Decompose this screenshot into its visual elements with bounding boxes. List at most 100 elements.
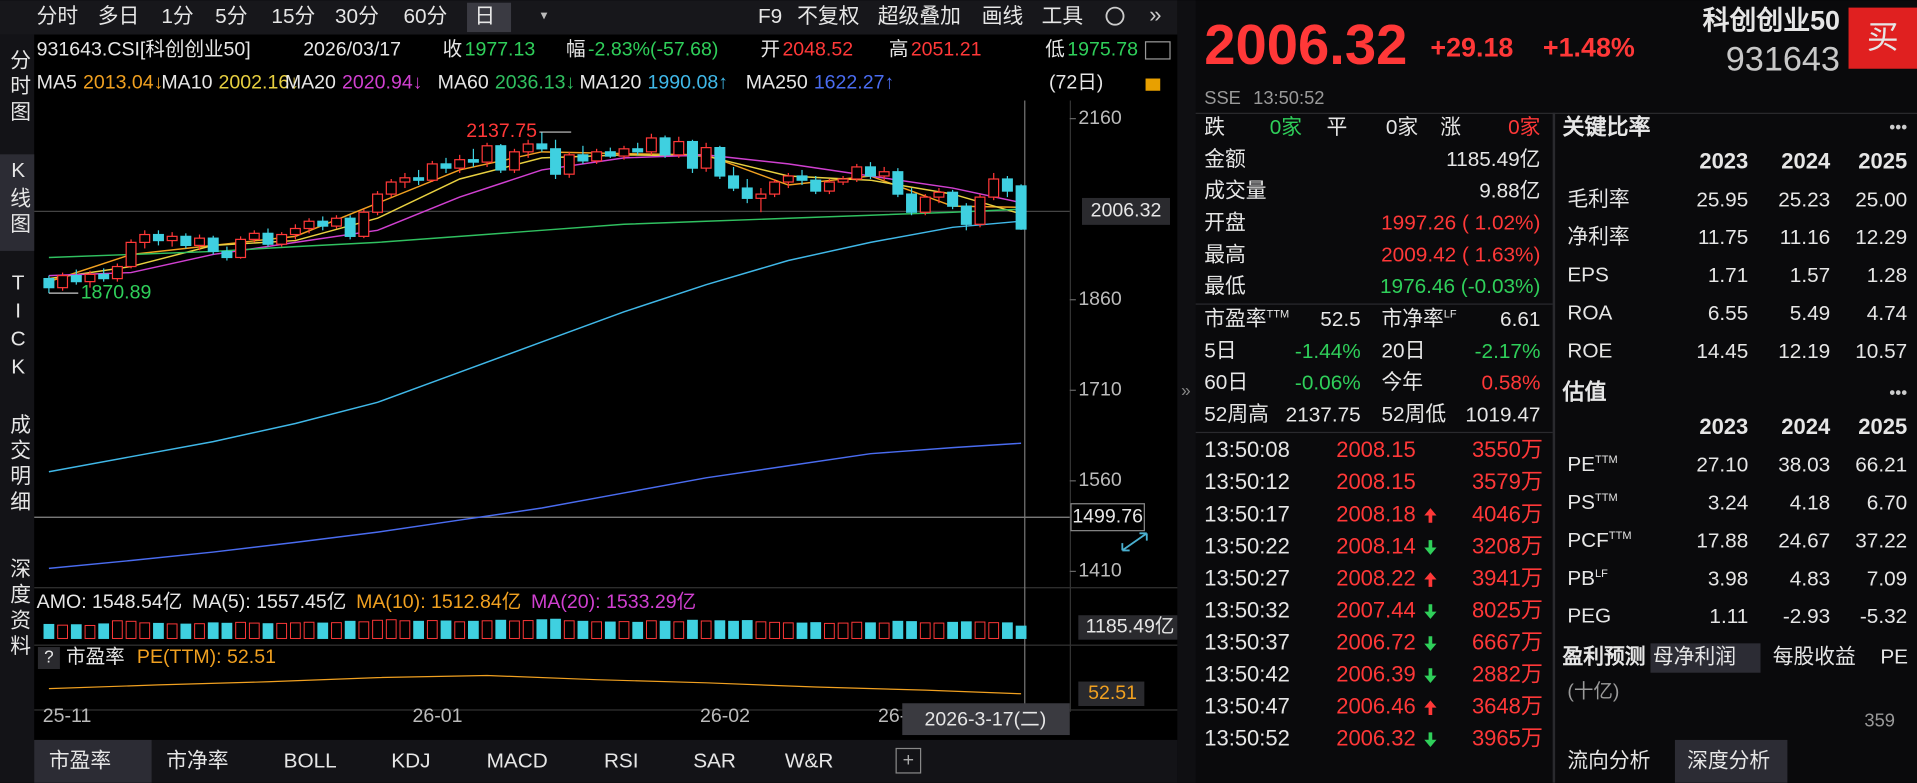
candle-body <box>1015 185 1027 230</box>
candle-body <box>413 177 425 181</box>
section-title: 关键比率 <box>1562 114 1650 139</box>
analysis-tab[interactable]: 流向分析 <box>1567 749 1650 772</box>
label: -2.93 <box>1783 605 1830 628</box>
volume-bar <box>468 620 479 639</box>
tool-button[interactable]: 超级叠加 <box>878 5 961 28</box>
selected-tab <box>34 739 152 783</box>
indicator-tab[interactable]: KDJ <box>391 749 430 772</box>
panel-divider <box>34 709 1178 711</box>
forecast-tab[interactable]: 盈利预测 <box>1561 645 1645 669</box>
x-tick-label: 26-02 <box>700 705 750 727</box>
settings-icon[interactable] <box>1105 6 1125 26</box>
label: 市盈率 <box>1204 308 1266 331</box>
pe-legend: PE(TTM): 52.51 <box>137 646 276 668</box>
label: PE <box>1567 454 1595 477</box>
trade-price: 2006.46 <box>1336 693 1416 718</box>
indicator-tab[interactable]: 市盈率 <box>49 749 111 772</box>
buy-button[interactable] <box>1848 7 1917 69</box>
label: 2048.52 <box>782 39 853 61</box>
tool-button[interactable]: 工具 <box>1042 5 1084 28</box>
candle-body <box>152 233 164 242</box>
label: 66.21 <box>1855 454 1907 477</box>
label: MA5 <box>37 72 77 94</box>
trade-price: 2008.15 <box>1336 437 1416 462</box>
forecast-tab[interactable]: 母净利润 <box>1653 646 1736 669</box>
pe-last-label: 52.51 <box>1088 682 1137 704</box>
indicator-tab[interactable]: SAR <box>693 749 736 772</box>
more-icon[interactable]: ••• <box>1889 118 1907 137</box>
tool-button[interactable]: 不复权 <box>797 5 860 28</box>
add-tab-icon[interactable] <box>895 747 922 774</box>
label: PS <box>1567 491 1595 514</box>
wp-icon[interactable] <box>1144 41 1171 60</box>
label: 1.11 <box>1709 605 1748 628</box>
volume-bar <box>906 621 917 639</box>
lock-icon[interactable] <box>1145 78 1161 91</box>
buy-label[interactable]: 买 <box>1867 19 1899 55</box>
side-strip <box>0 34 35 783</box>
label: -2.83%(-57.68) <box>588 39 718 61</box>
volume-bar <box>563 620 575 639</box>
label-group: 市盈率TTM <box>1204 308 1289 331</box>
period-tab[interactable]: 1分 <box>161 5 193 28</box>
label: 1975.78 <box>1067 39 1138 61</box>
more-icon[interactable]: » <box>1149 2 1161 27</box>
volume-bar <box>43 623 55 639</box>
period-tab[interactable]: 日 <box>474 5 495 28</box>
volume-bar <box>550 618 561 639</box>
side-tab[interactable]: K线图 <box>7 159 31 238</box>
volume-bar <box>125 620 137 639</box>
volume-bar <box>372 619 383 639</box>
help-icon[interactable]: ? <box>44 648 54 667</box>
label: 开 <box>760 39 780 61</box>
side-tab[interactable]: 分时图 <box>7 49 31 126</box>
side-tab[interactable]: 成交明细 <box>7 414 31 517</box>
side-tab[interactable]: 深度资料 <box>7 558 31 661</box>
period-tab[interactable]: 5分 <box>215 5 247 28</box>
more-icon[interactable]: ••• <box>1889 383 1907 402</box>
trade-arrow <box>1424 540 1437 555</box>
indicator-tab[interactable]: 市净率 <box>166 749 228 772</box>
period-tab[interactable]: 分时 <box>37 5 79 28</box>
candle-body <box>467 159 479 163</box>
volume-bar <box>728 620 739 639</box>
volume-bar <box>837 622 849 639</box>
indicator-tab[interactable]: MACD <box>487 749 548 772</box>
selected-tab <box>467 2 512 33</box>
trade-time: 13:50:37 <box>1204 629 1290 654</box>
indicator-tab[interactable]: BOLL <box>284 749 337 772</box>
tool-button[interactable]: 画线 <box>982 5 1024 28</box>
label-group: 高 2051.21 <box>889 39 982 61</box>
forecast-tab[interactable]: 每股收益 <box>1773 646 1856 669</box>
add-tab-icon[interactable]: + <box>903 749 914 771</box>
label: 2051.21 <box>911 39 982 61</box>
period-label[interactable]: (72日) <box>1049 72 1103 94</box>
label: 跌 <box>1204 116 1225 139</box>
candle-body <box>57 274 69 289</box>
period-tab[interactable]: 多日 <box>98 5 140 28</box>
candle-body <box>769 181 781 195</box>
label: 11.16 <box>1780 226 1830 249</box>
candle-body <box>851 166 863 180</box>
forecast-tab[interactable]: PE <box>1880 646 1908 669</box>
candle-body <box>563 154 575 175</box>
period-tab[interactable]: 60分 <box>403 5 447 28</box>
period-tab[interactable]: 30分 <box>335 5 379 28</box>
tool-button[interactable]: F9 <box>758 5 782 28</box>
side-tab[interactable]: TICK <box>7 272 30 384</box>
collapse-icon[interactable]: » <box>1181 381 1191 400</box>
dropdown-icon[interactable]: ▾ <box>541 8 548 23</box>
y-tick-label: 1710 <box>1078 378 1122 400</box>
label: 25.23 <box>1778 188 1830 211</box>
candle-body <box>714 147 726 177</box>
candle-body <box>878 171 890 177</box>
trade-volume: 2882万 <box>1472 661 1543 686</box>
indicator-tab[interactable]: W&R <box>785 749 833 772</box>
expand-icon[interactable] <box>1121 532 1148 552</box>
trade-time: 13:50:32 <box>1204 597 1290 622</box>
indicator-tab[interactable]: RSI <box>604 749 639 772</box>
period-tab[interactable]: 15分 <box>271 5 315 28</box>
ma-legend: MA60 2036.13↓ <box>438 72 576 94</box>
label: -1.44% <box>1295 340 1361 363</box>
analysis-tab[interactable]: 深度分析 <box>1687 749 1770 772</box>
